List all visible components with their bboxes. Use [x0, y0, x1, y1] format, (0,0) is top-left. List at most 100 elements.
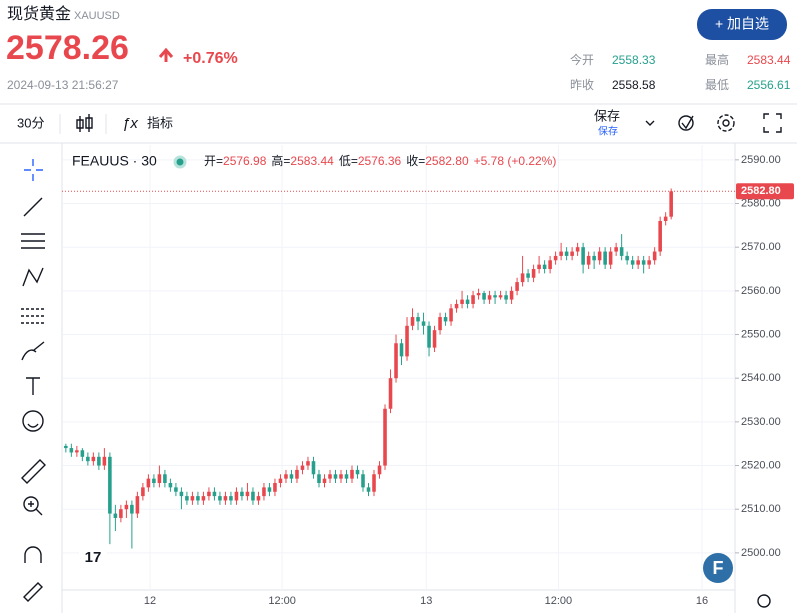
candle-body — [553, 255, 558, 261]
candle-body — [69, 448, 74, 453]
candle-body — [372, 474, 376, 492]
candle-body — [432, 330, 437, 348]
candle-body — [520, 273, 525, 283]
candle-body — [141, 487, 145, 497]
y-tick-label: 2580.00 — [741, 197, 781, 209]
add-watch-label[interactable]: + 加自选 — [715, 16, 769, 32]
stat-label: 今开 — [570, 52, 594, 67]
candle-body — [438, 317, 442, 331]
emoji-tool[interactable] — [22, 410, 44, 432]
legend-key: 收= — [406, 154, 425, 168]
f-logo — [703, 553, 733, 583]
candle-body — [113, 513, 118, 518]
lines-tool[interactable] — [21, 233, 45, 249]
candle-body — [185, 496, 189, 501]
stat-label: 最高 — [705, 52, 729, 67]
candle-body — [130, 504, 134, 514]
legend-value: 2576.98 — [223, 154, 267, 168]
candle-body — [344, 474, 349, 479]
candle-body — [267, 487, 272, 492]
fullscreen-icon[interactable] — [763, 113, 782, 133]
ruler-tool[interactable] — [21, 459, 46, 484]
legend-value: 2582.80 — [425, 154, 469, 168]
candle-body — [328, 474, 332, 479]
legend-key: 高= — [271, 153, 290, 168]
last-price-label: 2582.80 — [741, 185, 781, 197]
fib-tool[interactable] — [21, 308, 45, 324]
stat-value: 2558.58 — [612, 78, 656, 92]
pencil-tool[interactable] — [23, 582, 43, 602]
add-watch-button[interactable] — [697, 9, 787, 40]
candle-body — [564, 251, 569, 256]
last-price-tag — [736, 183, 794, 200]
alert-icon[interactable] — [678, 115, 694, 131]
candle-body — [174, 487, 178, 492]
chevron[interactable] — [645, 120, 655, 126]
candle-body — [146, 478, 151, 488]
candle-body — [619, 247, 624, 256]
candle-body — [333, 474, 338, 479]
candle-body — [504, 295, 508, 300]
candle-body — [119, 509, 123, 518]
candle-body — [641, 260, 646, 265]
x-tick-label: 12 — [144, 595, 156, 607]
candle-body — [306, 461, 310, 466]
candle-body — [311, 461, 316, 475]
settings-small[interactable] — [757, 594, 771, 608]
candle-body — [168, 483, 173, 488]
zoom-tool[interactable] — [23, 496, 43, 516]
trend-tool[interactable] — [23, 197, 43, 217]
candle-body — [597, 251, 602, 261]
pattern-tool[interactable] — [22, 267, 44, 287]
candle-body — [421, 321, 426, 326]
brush-tool[interactable] — [21, 341, 45, 361]
left-tools — [21, 159, 46, 602]
candle-body — [234, 491, 239, 501]
y-tick-label: 2560.00 — [741, 285, 781, 297]
candle-body — [509, 290, 514, 300]
candle-body — [416, 317, 420, 322]
candle-body — [454, 303, 459, 309]
candle-body — [339, 474, 343, 479]
candle-body — [135, 496, 140, 514]
candle-body — [75, 450, 79, 453]
crosshair-tool[interactable] — [24, 159, 43, 181]
candle-body — [388, 378, 393, 409]
text-tool[interactable] — [26, 377, 40, 395]
interval[interactable]: 30分 — [17, 115, 44, 130]
candle-body — [240, 491, 244, 497]
candle-body — [289, 474, 294, 479]
candle-body — [300, 465, 305, 470]
up-arrow — [158, 47, 174, 62]
x-tick-label: 13 — [420, 595, 432, 607]
candle-body — [322, 478, 327, 484]
magnet-tool[interactable] — [24, 546, 42, 563]
candle-body — [658, 220, 662, 252]
candle-body — [212, 491, 217, 497]
indicators[interactable]: 指标 — [147, 115, 173, 130]
candle-body — [614, 247, 618, 252]
fx-icon[interactable]: ƒx — [122, 115, 138, 132]
candle-body — [443, 317, 448, 322]
candle-body — [157, 474, 162, 484]
candle-icon[interactable] — [76, 114, 93, 132]
y-tick-label: 2550.00 — [741, 328, 781, 340]
candle-body — [476, 293, 481, 296]
candle-body — [548, 260, 552, 270]
y-tick-label: 2500.00 — [741, 547, 781, 559]
candle-body — [245, 491, 250, 497]
symbol: XAUUSD — [74, 10, 120, 22]
settings-icon[interactable] — [717, 114, 735, 132]
candle-body — [526, 273, 530, 278]
status-dot — [173, 155, 187, 169]
candle-body — [273, 483, 277, 492]
candle-body — [625, 255, 629, 261]
legend-key: 开= — [204, 154, 223, 168]
candle-body — [498, 295, 503, 298]
candle-body — [487, 295, 492, 300]
save[interactable]: 保存 — [594, 108, 620, 123]
candle-body — [531, 269, 536, 278]
candle-body — [608, 251, 613, 265]
